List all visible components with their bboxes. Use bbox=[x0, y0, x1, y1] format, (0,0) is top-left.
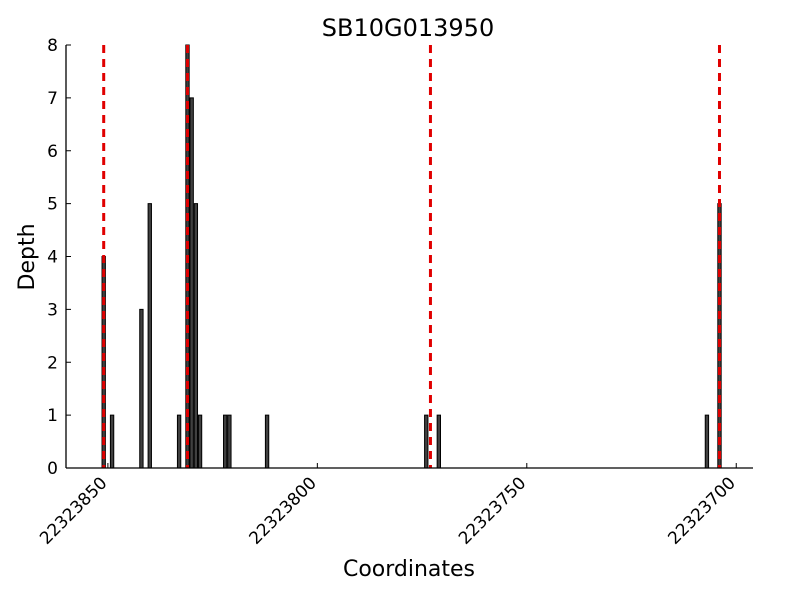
y-tick-label-2: 2 bbox=[47, 353, 58, 373]
bar-3 bbox=[147, 203, 152, 469]
bar-12 bbox=[424, 414, 429, 469]
y-tick-label-5: 5 bbox=[47, 195, 58, 215]
bar-2 bbox=[139, 308, 144, 469]
bar-13 bbox=[436, 414, 441, 469]
bar-14 bbox=[704, 414, 710, 469]
y-tick-label-7: 7 bbox=[47, 89, 58, 109]
y-tick-label-4: 4 bbox=[47, 248, 58, 268]
chart-title: SB10G013950 bbox=[322, 14, 494, 42]
bar-4 bbox=[176, 414, 182, 469]
y-tick-label-1: 1 bbox=[47, 406, 58, 426]
x-ticks: 22323850 22323800 22323750 22323700 bbox=[36, 463, 740, 549]
x-axis-label: Coordinates bbox=[343, 557, 475, 582]
bar-8 bbox=[197, 414, 203, 469]
bar-11 bbox=[264, 414, 270, 469]
bar-6 bbox=[189, 97, 194, 469]
y-tick-label-3: 3 bbox=[47, 300, 58, 320]
y-axis-label: Depth bbox=[15, 223, 40, 290]
bar-1 bbox=[109, 414, 115, 469]
vertical-lines-layer bbox=[102, 45, 721, 468]
bars-layer bbox=[101, 44, 722, 469]
y-tick-label-8: 8 bbox=[47, 36, 58, 56]
bar-9 bbox=[223, 414, 228, 469]
x-tick-label-22323750: 22323750 bbox=[455, 473, 530, 548]
bar-7 bbox=[193, 203, 199, 469]
y-tick-label-6: 6 bbox=[47, 142, 58, 162]
y-tick-label-0: 0 bbox=[47, 459, 58, 479]
bar-10 bbox=[227, 414, 232, 469]
y-ticks: 0 1 2 3 4 5 6 7 8 bbox=[47, 36, 71, 479]
x-tick-label-22323800: 22323800 bbox=[246, 473, 321, 548]
x-tick-label-22323700: 22323700 bbox=[664, 473, 739, 548]
x-tick-label-22323850: 22323850 bbox=[36, 473, 111, 548]
